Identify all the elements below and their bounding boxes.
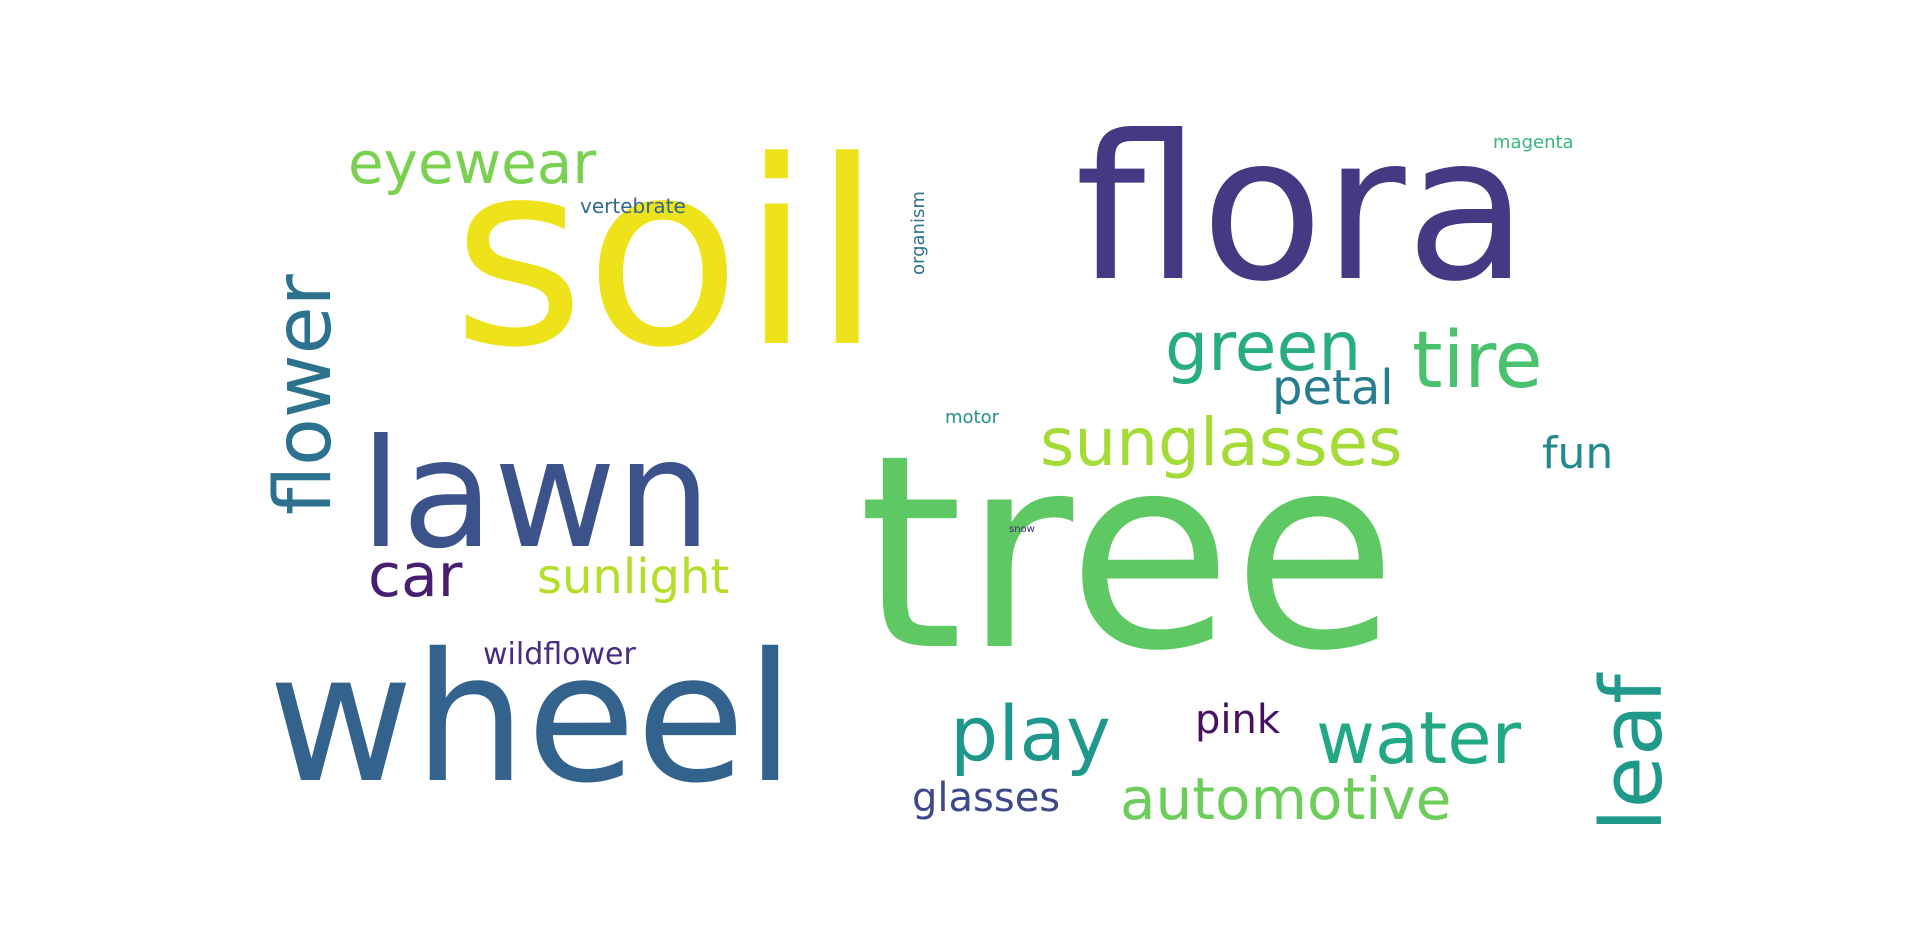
word-automotive: automotive (1120, 765, 1452, 833)
word-vertebrate: vertebrate (580, 194, 686, 218)
word-eyewear: eyewear (348, 129, 597, 197)
word-petal: petal (1272, 360, 1394, 416)
word-sunlight: sunlight (537, 549, 730, 605)
word-tree: tree (858, 398, 1398, 710)
word-play: play (950, 689, 1111, 778)
word-flower: flower (259, 274, 349, 515)
word-fun: fun (1542, 428, 1614, 479)
word-glasses: glasses (912, 775, 1061, 821)
word-water: water (1316, 696, 1522, 780)
word-soil: soil (452, 107, 883, 404)
word-lawn: lawn (360, 408, 712, 582)
word-green: green (1165, 308, 1362, 387)
word-flora: flora (1075, 93, 1529, 326)
word-wildflower: wildflower (483, 637, 636, 672)
word-leaf: leaf (1583, 674, 1682, 832)
word-sunglasses: sunglasses (1040, 404, 1403, 481)
word-motor: motor (945, 407, 1000, 428)
word-wheel: wheel (268, 615, 795, 822)
word-tire: tire (1412, 316, 1543, 406)
word-organism: organism (908, 191, 929, 275)
word-snow: snow (1009, 524, 1035, 535)
word-pink: pink (1195, 697, 1281, 743)
word-magenta: magenta (1493, 132, 1574, 153)
word-car: car (368, 541, 463, 611)
